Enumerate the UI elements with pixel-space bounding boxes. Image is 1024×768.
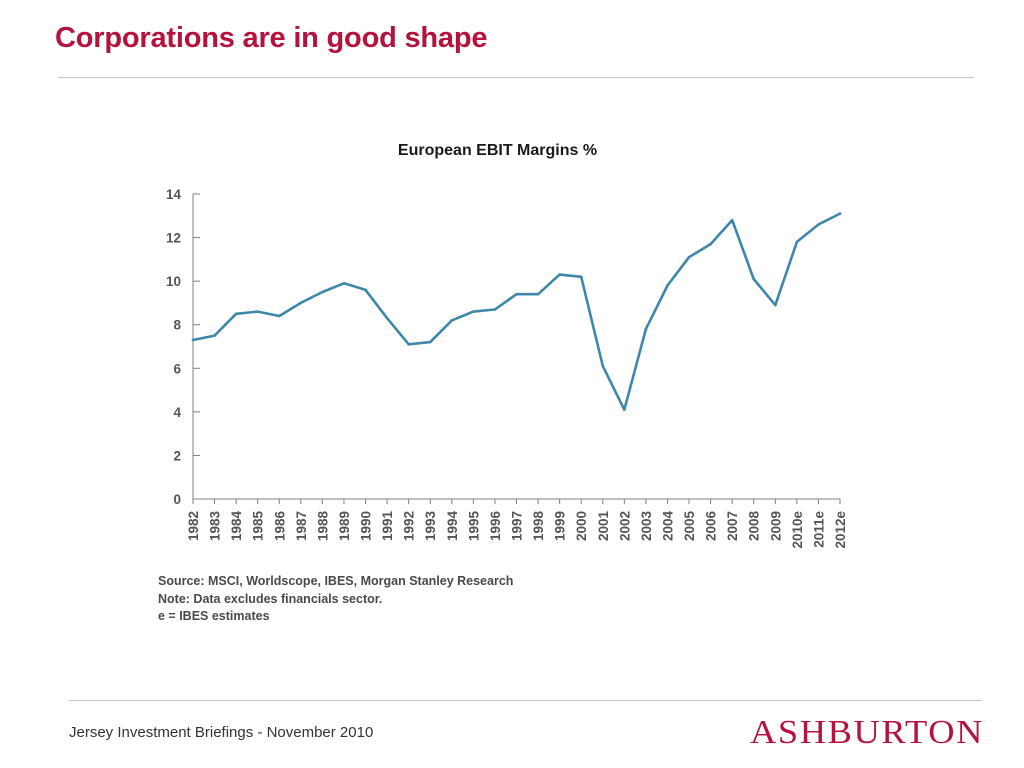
data-point	[644, 327, 648, 331]
x-tick-label: 1995	[466, 511, 481, 542]
data-point	[472, 310, 475, 313]
data-point	[364, 288, 367, 292]
data-point	[213, 334, 216, 337]
x-tick-label: 1991	[380, 511, 395, 542]
data-point	[450, 319, 454, 322]
x-tick-label: 2000	[574, 511, 589, 541]
x-tick-label: 1994	[445, 511, 460, 542]
source-note: Source: MSCI, Worldscope, IBES, Morgan S…	[158, 574, 514, 588]
x-tick-label: 1986	[272, 511, 287, 542]
data-point	[838, 212, 842, 215]
x-tick-label: 2004	[660, 511, 675, 542]
x-tick-label: 1985	[251, 511, 266, 542]
x-tick-label: 1984	[229, 511, 244, 542]
data-point	[428, 340, 432, 344]
svg-text:ASHBURTON: ASHBURTON	[750, 714, 984, 751]
y-tick-label: 8	[173, 318, 181, 333]
x-tick-label: 1999	[553, 511, 568, 541]
data-point	[623, 408, 626, 411]
financials-note: Note: Data excludes financials sector.	[158, 591, 383, 606]
x-tick-label: 2005	[682, 511, 697, 542]
x-tick-label: 2008	[747, 511, 762, 542]
x-tick-label: 1990	[359, 511, 374, 541]
data-point	[730, 218, 734, 222]
data-point	[234, 312, 238, 316]
y-tick-label: 12	[166, 231, 181, 246]
x-tick-label: 1987	[294, 511, 309, 541]
x-tick-label: 1989	[337, 511, 352, 541]
x-tick-label: 1996	[488, 511, 503, 542]
x-tick-label: 1998	[531, 511, 546, 542]
title-divider	[58, 77, 974, 78]
x-tick-label: 2011e	[811, 511, 826, 548]
data-point	[601, 364, 605, 368]
x-tick-label: 1982	[186, 511, 201, 541]
y-tick-label: 6	[173, 361, 181, 376]
data-point	[536, 292, 540, 296]
x-tick-label: 2012e	[833, 511, 848, 549]
chart-title: European EBIT Margins %	[397, 142, 598, 159]
data-point	[407, 343, 410, 346]
data-point	[774, 303, 777, 307]
data-point	[191, 338, 195, 342]
data-point	[817, 223, 820, 226]
x-tick-label: 2001	[596, 511, 611, 542]
x-tick-label: 1993	[423, 511, 438, 542]
y-tick-label: 10	[166, 274, 181, 289]
x-tick-label: 1997	[510, 511, 525, 541]
x-tick-label: 2003	[639, 511, 654, 542]
slide-title: Corporations are in good shape	[55, 22, 488, 54]
chart-notes: Source: MSCI, Worldscope, IBES, Morgan S…	[158, 573, 513, 626]
x-tick-label: 2010e	[790, 511, 805, 549]
data-point	[342, 282, 346, 285]
ashburton-logo: ASHBURTON	[750, 714, 984, 751]
y-tick-label: 2	[173, 448, 181, 463]
data-point	[299, 301, 303, 305]
footer-divider	[68, 700, 982, 701]
x-tick-label: 2009	[768, 511, 783, 541]
y-tick-label: 0	[173, 492, 181, 507]
x-tick-label: 2007	[725, 511, 740, 541]
data-point	[277, 314, 281, 318]
data-point	[687, 255, 691, 259]
ebit-margin-line	[191, 212, 842, 412]
data-point	[752, 277, 756, 281]
data-point	[321, 290, 324, 294]
x-tick-label: 1988	[315, 511, 330, 542]
x-tick-label: 2002	[617, 511, 632, 541]
data-point	[493, 308, 497, 311]
data-point	[709, 242, 712, 246]
x-tick-label: 1992	[402, 511, 417, 541]
data-point	[558, 273, 561, 276]
data-point	[385, 316, 389, 320]
y-tick-label: 14	[166, 187, 182, 202]
y-tick-label: 4	[173, 405, 181, 420]
estimates-note: e = IBES estimates	[158, 609, 270, 623]
footer-text: Jersey Investment Briefings - November 2…	[69, 724, 374, 741]
x-tick-label: 2006	[704, 511, 719, 542]
data-point	[579, 275, 583, 279]
data-point	[256, 310, 260, 313]
x-tick-label: 1983	[208, 511, 223, 542]
data-point	[666, 284, 669, 287]
data-point	[795, 240, 799, 244]
data-point	[515, 292, 518, 296]
